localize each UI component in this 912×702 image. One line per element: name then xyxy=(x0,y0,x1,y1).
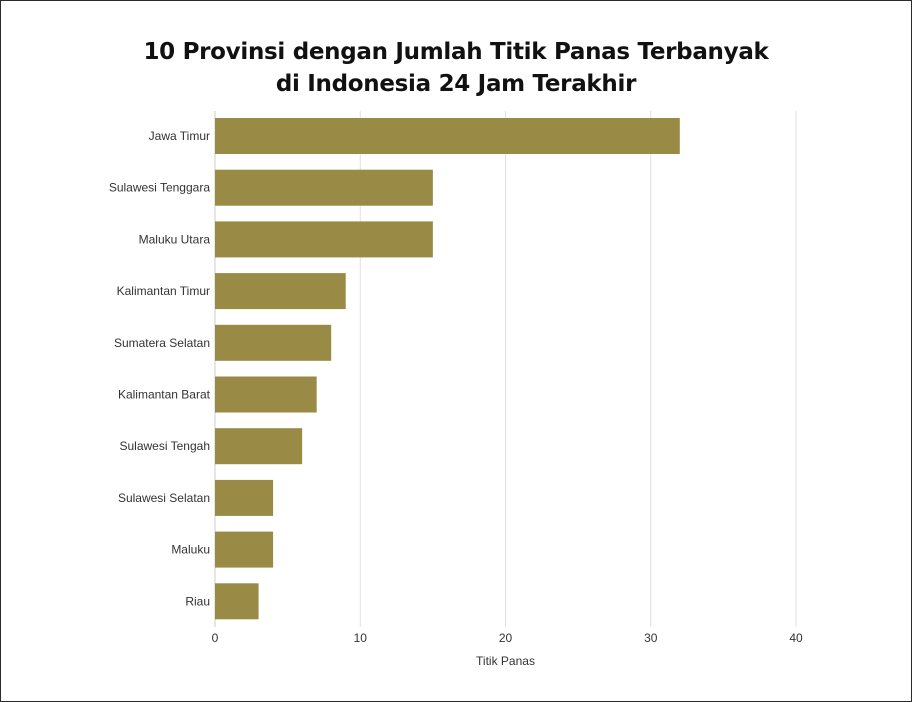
x-tick-label: 30 xyxy=(644,631,658,645)
x-tick-label: 40 xyxy=(789,631,803,645)
bar xyxy=(215,428,303,465)
bar xyxy=(215,479,274,516)
bar xyxy=(215,531,274,568)
category-label: Sulawesi Tengah xyxy=(119,439,210,453)
category-label: Maluku xyxy=(171,543,210,557)
category-label: Kalimantan Barat xyxy=(118,388,211,402)
bar xyxy=(215,118,680,154)
category-label: Riau xyxy=(185,594,210,608)
category-label: Maluku Utara xyxy=(139,232,211,246)
x-tick-label: 20 xyxy=(499,631,513,645)
bar xyxy=(215,221,433,258)
bars xyxy=(215,118,680,620)
chart-title: 10 Provinsi dengan Jumlah Titik Panas Te… xyxy=(0,36,912,100)
bar xyxy=(215,273,346,310)
category-labels: Jawa Timur Sulawesi Tenggara Maluku Utara K… xyxy=(109,129,211,608)
x-axis-title: Titik Panas xyxy=(476,654,535,668)
bar xyxy=(215,376,317,413)
category-label: Kalimantan Timur xyxy=(117,284,210,298)
category-label: Sumatera Selatan xyxy=(114,336,210,350)
category-label: Jawa Timur xyxy=(149,129,210,143)
category-label: Sulawesi Tenggara xyxy=(109,181,211,195)
x-axis-ticks: 0 10 20 30 40 xyxy=(212,631,803,645)
bar xyxy=(215,169,433,206)
category-label: Sulawesi Selatan xyxy=(118,491,210,505)
bar xyxy=(215,583,259,620)
chart-title-line-1: 10 Provinsi dengan Jumlah Titik Panas Te… xyxy=(143,39,769,65)
x-tick-label: 10 xyxy=(354,631,368,645)
bar xyxy=(215,324,332,361)
x-tick-label: 0 xyxy=(212,631,219,645)
chart-title-line-2: di Indonesia 24 Jam Terakhir xyxy=(275,71,637,97)
